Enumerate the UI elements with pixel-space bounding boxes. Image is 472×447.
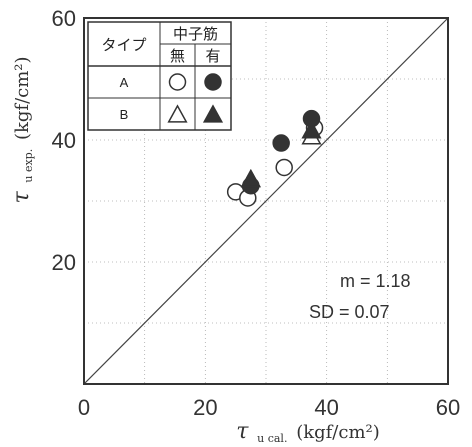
y-tick-label-60: 60 (52, 6, 76, 31)
x-tick-label-60: 60 (436, 395, 460, 420)
y-tick-label-20: 20 (52, 250, 76, 275)
legend-group-header: 中子筋 (173, 25, 218, 43)
legend-col-without: 無 (170, 47, 185, 65)
legend-type-header: タイプ (101, 36, 146, 54)
y-axis-label: τ u exp. (kgf/cm²) (9, 56, 37, 203)
plot-frame (83, 17, 449, 385)
legend-row-b: B (120, 107, 129, 122)
annotation-sd: SD = 0.07 (309, 302, 390, 322)
data-point-circle-filled-2 (272, 134, 290, 152)
y-axis-unit: (kgf/cm²) (12, 56, 33, 140)
legend-col-with: 有 (205, 47, 220, 65)
x-axis-symbol: τ (236, 419, 249, 444)
reference-line-y-equals-x (83, 17, 449, 385)
data-point-circle-open-3 (275, 158, 293, 177)
x-axis-subscript: u cal. (257, 432, 287, 445)
tick-labels: 0 20 40 60 20 40 60 (52, 6, 461, 420)
y-axis-subscript: u exp. (22, 149, 35, 183)
legend-row-a: A (120, 75, 129, 90)
legend-marker-circle-filled (204, 73, 222, 91)
legend-marker-triangle-open (167, 104, 188, 123)
legend-marker-triangle-filled (202, 104, 224, 123)
x-tick-label-0: 0 (78, 395, 90, 420)
legend-marker-circle-open (168, 73, 187, 91)
x-tick-label-20: 20 (193, 395, 217, 420)
annotation-m: m = 1.18 (340, 271, 411, 291)
x-tick-label-40: 40 (314, 395, 338, 420)
data-points (226, 109, 324, 207)
data-point-triangle-filled-1 (240, 168, 261, 188)
x-axis-label: τ u cal. (kgf/cm²) (236, 419, 380, 447)
y-axis-symbol: τ (9, 191, 34, 204)
y-tick-label-40: 40 (52, 128, 76, 153)
data-point-triangle-filled-2 (301, 120, 322, 139)
x-axis-unit: (kgf/cm²) (296, 422, 380, 443)
